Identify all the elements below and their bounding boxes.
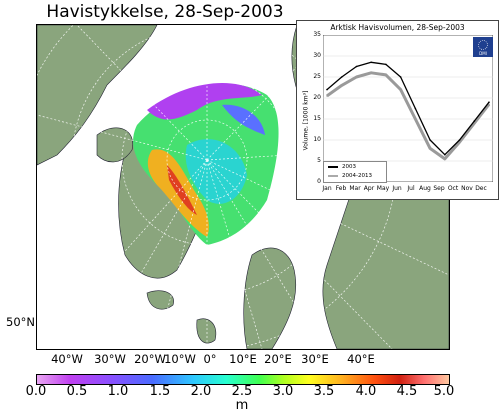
data-point: [444, 153, 446, 156]
lon-label: 30°W: [94, 352, 126, 366]
data-point: [370, 61, 372, 64]
x-tick-label: May: [376, 185, 390, 192]
series-line-2003: [326, 61, 490, 156]
data-point: [473, 120, 476, 122]
x-tick-label: Aug: [419, 185, 431, 192]
y-tick-label: 25: [313, 73, 321, 80]
x-tick-label: Nov: [461, 185, 473, 192]
map-title: Havistykkelse, 28-Sep-2003: [46, 2, 284, 22]
colorbar-tick-label: 2.5: [231, 384, 253, 399]
y-tick-label: 20: [313, 94, 321, 101]
colorbar-unit-label: m: [235, 398, 249, 413]
legend-swatch: [328, 166, 338, 168]
colorbar-tick-label: 0.0: [25, 384, 47, 399]
y-tick-label: 15: [313, 115, 321, 122]
plot-frame: [323, 35, 493, 182]
x-tick-label: Oct: [447, 185, 459, 192]
lon-label: 10°W: [164, 352, 196, 366]
colorbar-tick-label: 0.5: [66, 384, 88, 399]
colorbar-tick-label: 2.0: [190, 384, 212, 399]
x-tick-label: Mar: [349, 185, 361, 192]
data-point: [340, 76, 343, 78]
land-iceland-uk: [146, 290, 217, 344]
x-tick-label: Sep: [433, 185, 445, 192]
data-point: [458, 139, 461, 141]
data-point: [326, 95, 328, 97]
lon-label: 30°E: [301, 352, 329, 366]
y-tick-label: 35: [313, 31, 321, 38]
colorbar-tick-label: 4.5: [396, 384, 418, 399]
data-point: [414, 107, 417, 110]
lon-label: 40°W: [51, 352, 83, 366]
dmi-logo: DMI: [473, 37, 493, 57]
data-point: [488, 103, 490, 106]
lon-label: 40°E: [347, 352, 375, 366]
y-tick-label: 5: [317, 157, 321, 164]
data-point: [458, 141, 461, 143]
inset-y-axis-label: Volume, [1000 km³]: [302, 90, 310, 151]
x-tick-label: Jan: [322, 185, 332, 192]
y-tick-label: 10: [313, 136, 321, 143]
logo-text: DMI: [479, 51, 487, 56]
land-canada: [37, 25, 158, 166]
data-point: [326, 88, 328, 91]
inset-title: Arktisk Havisvolumen, 28-Sep-2003: [330, 23, 465, 32]
colorbar-tick-label: 3.5: [313, 384, 335, 399]
legend-entry-2003: 2003: [328, 164, 356, 170]
data-point: [385, 63, 387, 66]
x-tick-label: Feb: [335, 185, 347, 192]
inset-legend: 2003 2004-2013: [323, 161, 387, 183]
lon-label: 20°W: [134, 352, 166, 366]
data-point: [488, 101, 490, 103]
volume-inset-chart: Arktisk Havisvolumen, 28-Sep-2003 Volume…: [296, 20, 499, 200]
x-tick-label: Jul: [407, 185, 415, 192]
colorbar-tick-label: 5.0: [433, 384, 455, 399]
legend-swatch: [328, 175, 338, 177]
data-point: [414, 118, 417, 120]
data-point: [444, 158, 446, 160]
data-point: [370, 72, 372, 74]
thickness-colorbar: [36, 374, 450, 385]
lon-label: 20°E: [264, 352, 292, 366]
colorbar-tick-label: 4.0: [355, 384, 377, 399]
legend-label: 2003: [342, 164, 356, 170]
x-tick-label: Jun: [392, 185, 402, 192]
data-point: [355, 76, 358, 78]
y-tick-label: 0: [317, 178, 321, 185]
data-point: [429, 139, 431, 141]
x-tick-label: Apr: [363, 185, 375, 192]
legend-entry-2004-2013: 2004-2013: [328, 173, 372, 179]
data-point: [473, 122, 476, 124]
lon-label: 0°: [203, 352, 217, 366]
colorbar-tick-label: 3.0: [272, 384, 294, 399]
lon-label: 10°E: [229, 352, 257, 366]
data-point: [340, 84, 343, 87]
colorbar-tick-label: 1.5: [149, 384, 171, 399]
colorbar-tick-label: 1.0: [107, 384, 129, 399]
data-point: [385, 74, 387, 76]
data-point: [429, 147, 431, 150]
land-scandinavia: [243, 247, 297, 349]
series-line-2004-2013: [326, 71, 491, 161]
legend-label: 2004-2013: [342, 173, 372, 179]
inset-plot-area: [323, 35, 493, 182]
data-point: [399, 76, 402, 78]
data-point: [355, 65, 358, 68]
data-point: [399, 88, 402, 91]
x-tick-label: Dec: [475, 185, 487, 192]
logo-star-ring-icon: [478, 40, 488, 50]
y-tick-label: 30: [313, 52, 321, 59]
lat-label-50n: 50°N: [6, 315, 35, 329]
